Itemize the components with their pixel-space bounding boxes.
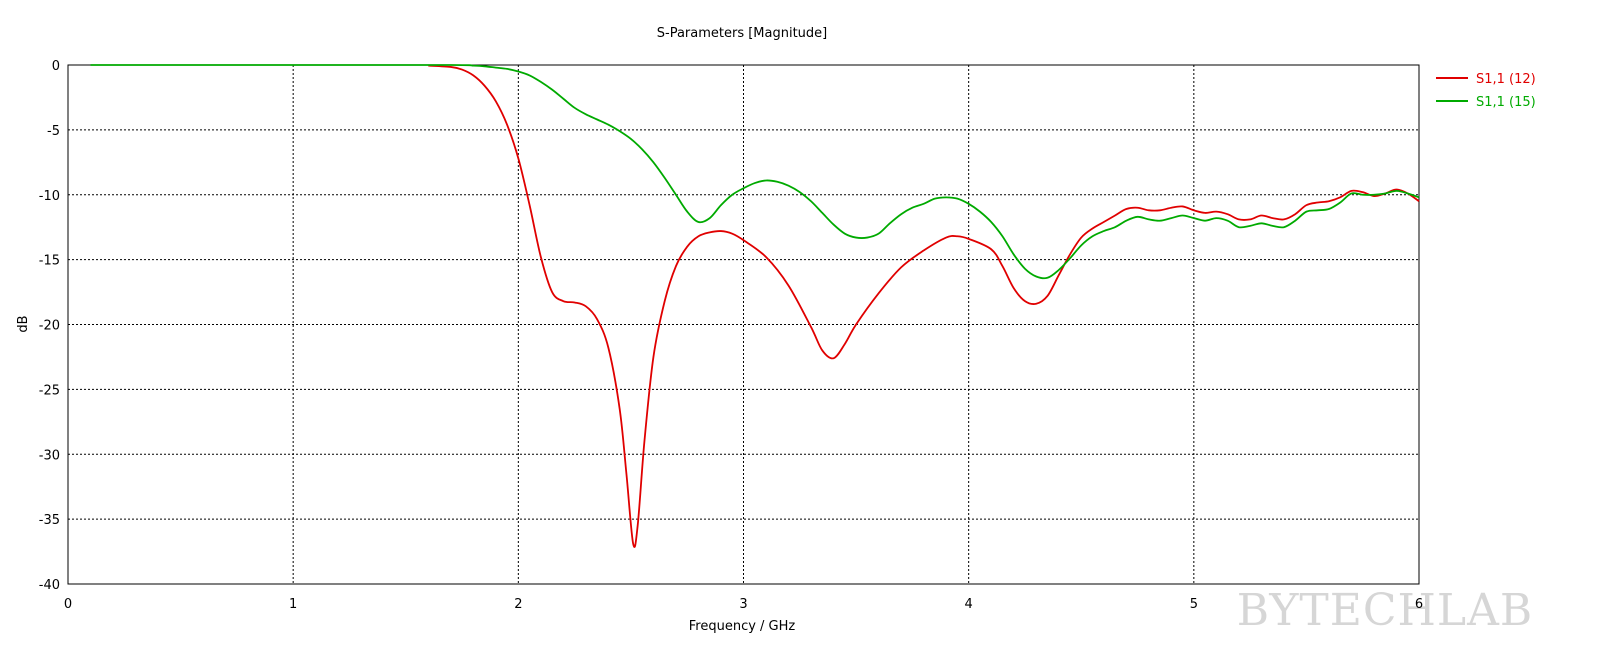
tick-labels: 0 1 2 3 4 5 6 0 -5 -10 -15 -20 -25 -30 -35 -40 bbox=[39, 59, 1423, 612]
axis-layer bbox=[67, 64, 1420, 585]
x-tick-label: 5 bbox=[1190, 597, 1198, 612]
grid-layer bbox=[68, 65, 1419, 584]
chart-title: S-Parameters [Magnitude] bbox=[657, 26, 828, 41]
series-line-s1-1-15 bbox=[90, 64, 1420, 280]
y-axis-label: dB bbox=[16, 315, 31, 332]
legend: S1,1 (12) S1,1 (15) bbox=[1436, 72, 1536, 110]
y-tick-label: -25 bbox=[39, 383, 60, 398]
y-tick-label: 0 bbox=[52, 59, 60, 74]
x-tick-label: 4 bbox=[965, 597, 973, 612]
plot-frame bbox=[67, 64, 1420, 585]
x-tick-label: 1 bbox=[289, 597, 297, 612]
watermark-logo: BYTECHLAB bbox=[1237, 585, 1533, 636]
y-tick-label: -5 bbox=[47, 124, 60, 139]
y-tick-label: -35 bbox=[39, 513, 60, 528]
x-tick-label: 0 bbox=[64, 597, 72, 612]
x-tick-label: 6 bbox=[1415, 597, 1423, 612]
x-axis-label: Frequency / GHz bbox=[689, 619, 796, 634]
y-tick-label: -40 bbox=[39, 578, 60, 593]
series-layer bbox=[90, 64, 1420, 548]
series-line-s1-1-12 bbox=[428, 64, 1420, 548]
y-tick-label: -20 bbox=[39, 319, 60, 334]
legend-label-s1-1-12: S1,1 (12) bbox=[1476, 72, 1536, 87]
y-tick-label: -15 bbox=[39, 254, 60, 269]
x-tick-label: 2 bbox=[514, 597, 522, 612]
legend-label-s1-1-15: S1,1 (15) bbox=[1476, 95, 1536, 110]
x-tick-label: 3 bbox=[739, 597, 747, 612]
y-tick-label: -10 bbox=[39, 189, 60, 204]
y-tick-label: -30 bbox=[39, 448, 60, 463]
